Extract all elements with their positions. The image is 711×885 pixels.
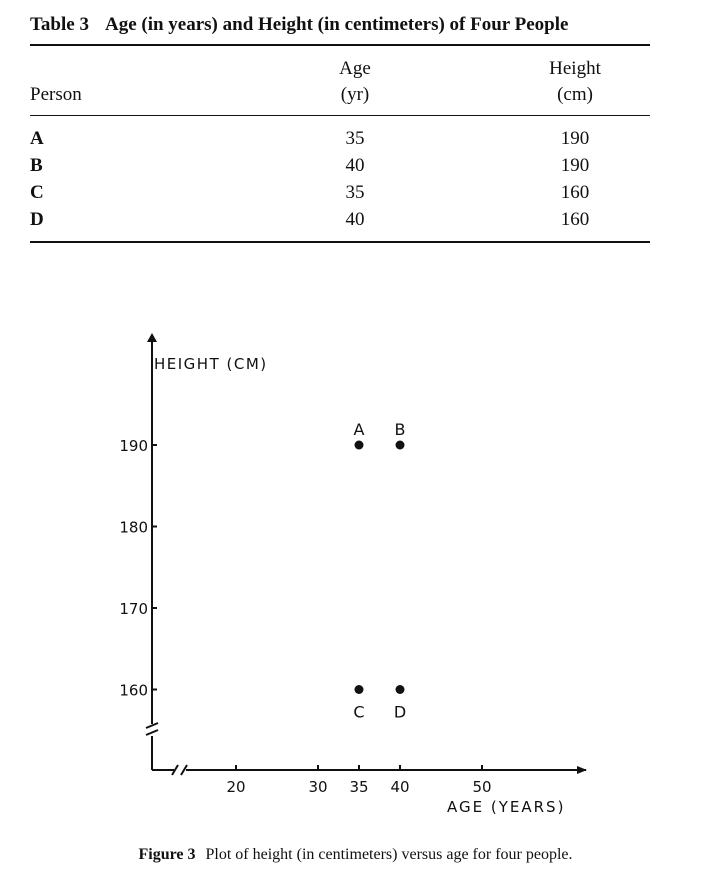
y-tick-label: 190 bbox=[119, 437, 148, 455]
header-height-unit: (cm) bbox=[557, 84, 593, 105]
point-label: D bbox=[394, 703, 406, 722]
cell-age: 35 bbox=[345, 128, 365, 149]
table-title: Age (in years) and Height (in centimeter… bbox=[104, 14, 569, 35]
x-tick-label: 35 bbox=[349, 778, 368, 796]
y-axis-arrow bbox=[147, 333, 157, 342]
data-points: A B C D bbox=[353, 420, 406, 722]
cell-height: 160 bbox=[560, 209, 590, 230]
cell-height: 190 bbox=[560, 155, 590, 176]
cell-person: D bbox=[30, 209, 44, 230]
table-top-rule bbox=[30, 44, 650, 46]
y-tick-label: 160 bbox=[119, 682, 148, 700]
header-height: Height (cm) bbox=[530, 56, 620, 108]
data-point bbox=[395, 685, 405, 694]
cell-height: 190 bbox=[560, 128, 590, 149]
table-caption: Table 3 Age (in years) and Height (in cen… bbox=[30, 14, 568, 36]
y-tick-label: 180 bbox=[119, 519, 148, 537]
point-label: B bbox=[395, 420, 406, 439]
data-point bbox=[354, 440, 364, 450]
y-axis-break bbox=[145, 729, 159, 736]
cell-age: 40 bbox=[345, 155, 365, 176]
point-label: A bbox=[354, 420, 365, 439]
header-person: Person bbox=[30, 84, 82, 105]
figure-caption-text: Plot of height (in centimeters) versus a… bbox=[205, 846, 573, 863]
header-age-unit: (yr) bbox=[340, 84, 370, 105]
x-tick-label: 30 bbox=[308, 778, 327, 796]
data-point bbox=[395, 440, 405, 450]
header-age: Age (yr) bbox=[315, 56, 395, 108]
axes bbox=[145, 333, 587, 776]
table-label: Table 3 bbox=[30, 14, 89, 35]
table-header-rule bbox=[30, 115, 650, 116]
x-axis-break bbox=[171, 764, 179, 776]
x-ticks: 20 30 35 40 50 bbox=[226, 765, 492, 796]
cell-person: C bbox=[30, 182, 44, 203]
x-tick-label: 20 bbox=[226, 778, 245, 796]
cell-height: 160 bbox=[560, 182, 590, 203]
data-point bbox=[354, 685, 364, 694]
x-tick-label: 50 bbox=[472, 778, 491, 796]
y-axis-label: HEIGHT (CM) bbox=[154, 355, 268, 373]
table-bottom-rule bbox=[30, 241, 650, 243]
x-axis-break bbox=[180, 764, 188, 776]
y-axis-break bbox=[145, 722, 159, 729]
figure-caption: Figure 3 Plot of height (in centimeters) … bbox=[0, 846, 711, 864]
cell-person: B bbox=[30, 155, 43, 176]
header-age-label: Age bbox=[339, 58, 371, 79]
y-tick-label: 170 bbox=[119, 600, 148, 618]
figure-label: Figure 3 bbox=[138, 846, 196, 863]
header-height-label: Height bbox=[549, 58, 601, 79]
cell-age: 35 bbox=[345, 182, 365, 203]
x-tick-label: 40 bbox=[390, 778, 409, 796]
cell-age: 40 bbox=[345, 209, 365, 230]
x-axis-label: AGE (YEARS) bbox=[447, 798, 565, 816]
point-label: C bbox=[353, 703, 364, 722]
cell-person: A bbox=[30, 128, 44, 149]
y-ticks: 160 170 180 190 bbox=[119, 437, 157, 700]
